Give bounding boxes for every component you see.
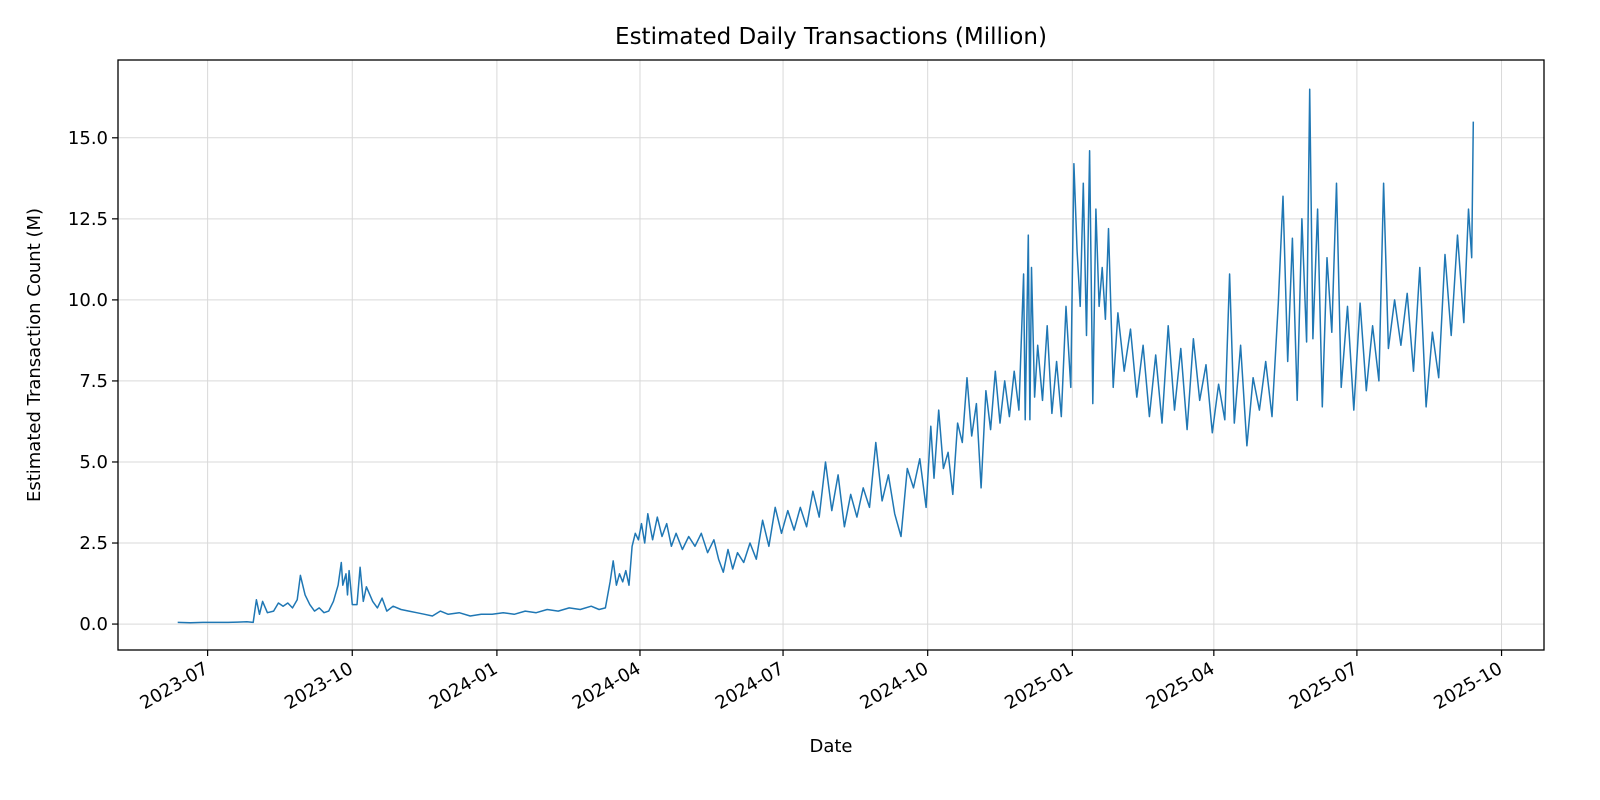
x-tick-label: 2024-04 (569, 658, 645, 714)
grid (118, 60, 1544, 650)
series-line (177, 88, 1475, 624)
y-tick-label: 15.0 (68, 128, 108, 149)
x-tick-label: 2025-10 (1430, 658, 1506, 714)
x-tick-label: 2023-07 (136, 658, 212, 714)
x-tick-label: 2024-10 (857, 658, 933, 714)
y-axis-label: Estimated Transaction Count (M) (24, 208, 45, 502)
x-tick-label: 2025-07 (1286, 658, 1362, 714)
x-axis-label: Date (809, 736, 852, 757)
x-tick-label: 2024-01 (426, 658, 502, 714)
x-tick-label: 2023-10 (281, 658, 357, 714)
y-tick-label: 0.0 (79, 614, 108, 635)
plot-frame (117, 59, 1545, 651)
y-axis: 0.0 2.5 5.0 7.5 10.0 12.5 15.0 (68, 128, 118, 635)
x-tick-label: 2025-01 (1001, 658, 1077, 714)
x-axis: 2023-07 2023-10 2024-01 2024-04 2024-07 2024-… (136, 650, 1506, 714)
x-tick-label: 2024-07 (712, 658, 788, 714)
y-tick-label: 10.0 (68, 290, 108, 311)
chart-title: Estimated Daily Transactions (Million) (615, 24, 1047, 50)
y-tick-label: 12.5 (68, 209, 108, 230)
y-tick-label: 7.5 (79, 371, 108, 392)
x-tick-label: 2025-04 (1143, 658, 1219, 714)
series-layer (177, 88, 1475, 624)
y-tick-label: 5.0 (79, 452, 108, 473)
y-tick-label: 2.5 (79, 533, 108, 554)
